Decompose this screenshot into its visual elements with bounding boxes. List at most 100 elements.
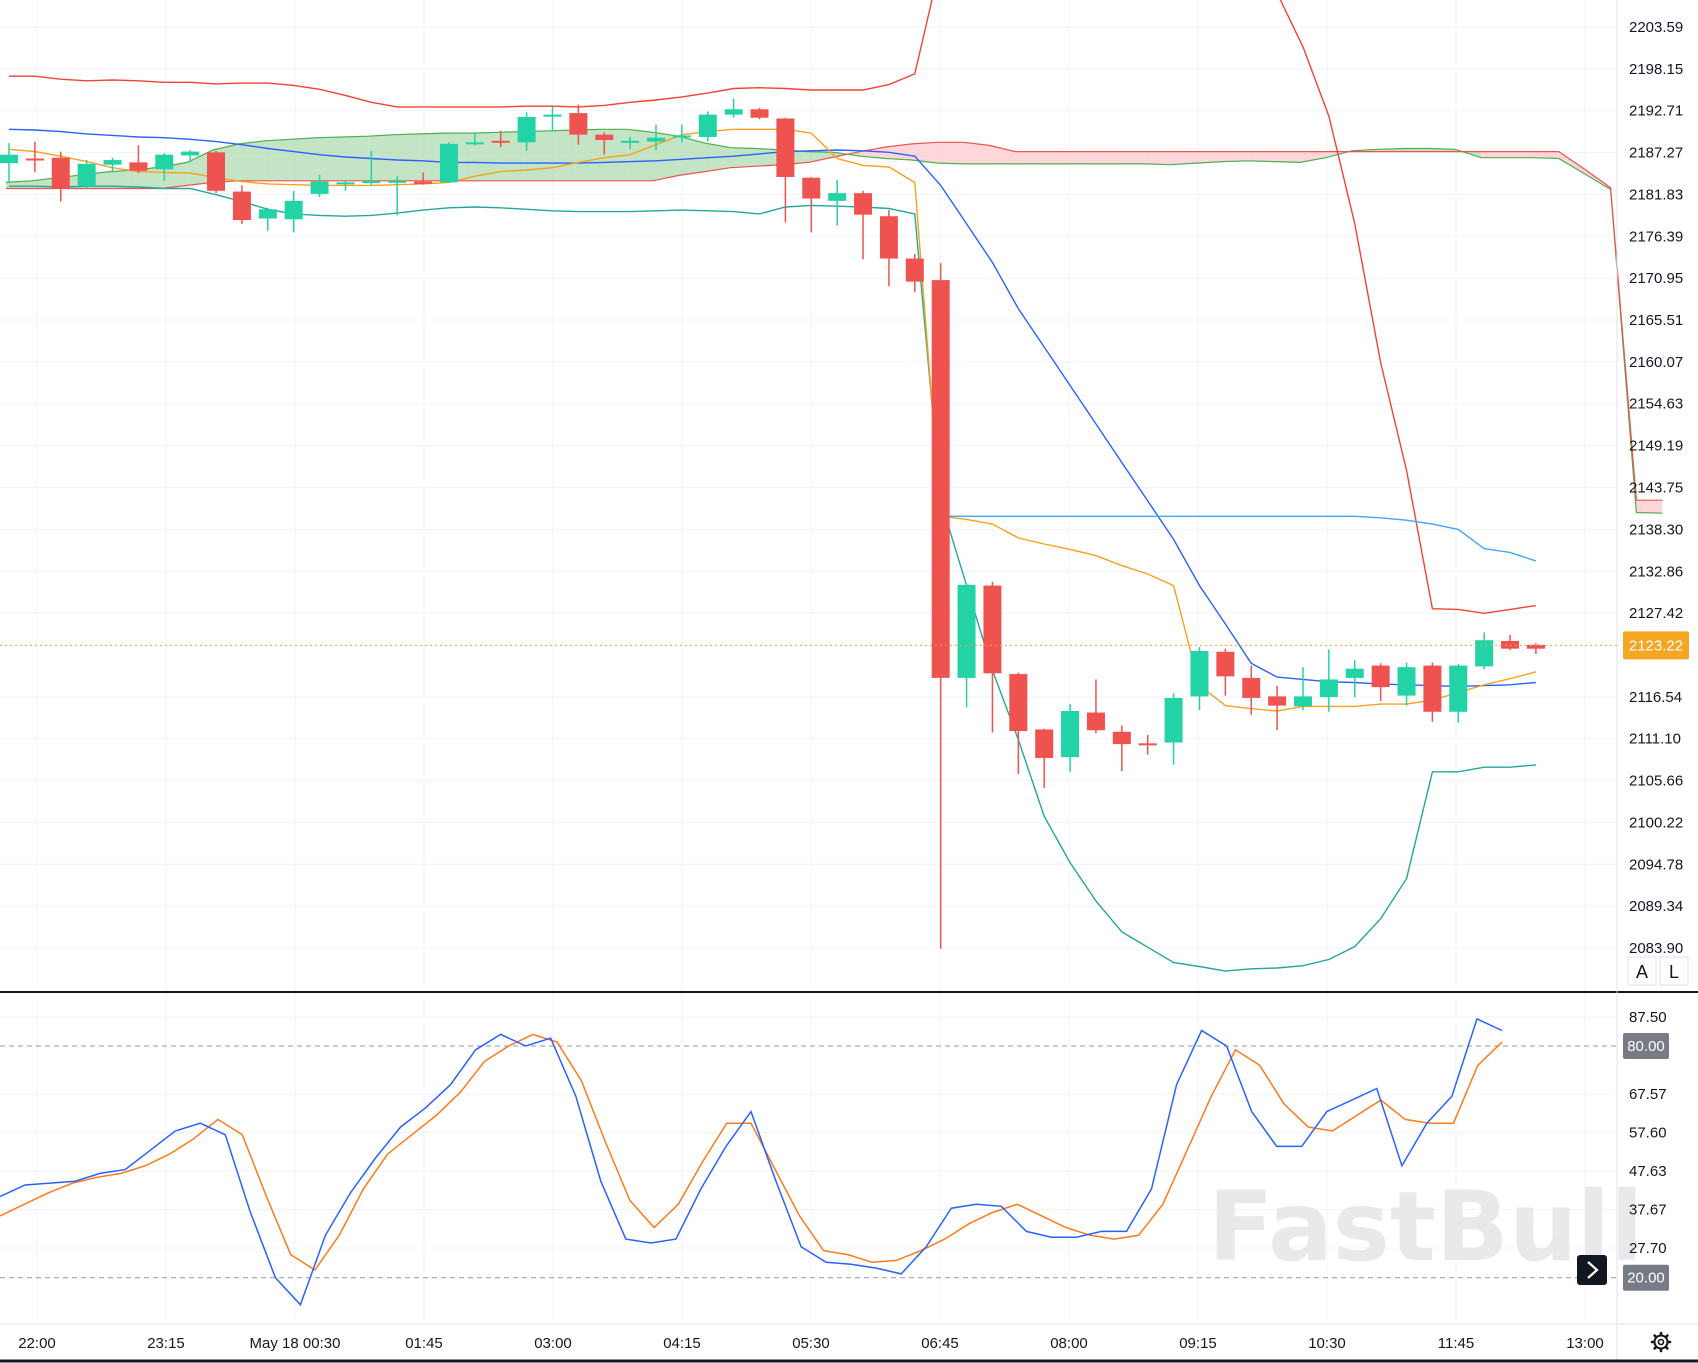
candle-bearish [1009,674,1028,732]
candle-bullish [1319,679,1338,698]
tenkan-line [8,128,1537,712]
cloud-segment [264,139,291,181]
auto-scale-button[interactable] [1627,956,1657,986]
watermark-text: FastBull [1208,1171,1643,1283]
candle-bearish [1526,644,1545,649]
price-tick-label: 2187.27 [1629,145,1683,162]
candle-bullish [1294,696,1312,707]
price-tick-label: 2192.71 [1629,103,1683,120]
price-tick-label: 2181.83 [1629,186,1683,203]
candle-bearish [1138,743,1157,746]
candle-bullish [698,114,717,137]
level-marker-label: 80.00 [1627,1038,1665,1055]
auto-scale-label: A [1636,962,1648,982]
level-marker [1623,1032,1669,1059]
candle-bullish [103,160,122,165]
cloud-segment [575,129,602,181]
candle-bearish [905,258,924,282]
cloud-segment [1144,151,1171,165]
cloud-span-b-line [6,141,1663,501]
oscillator-axis[interactable]: 87.50 67.57 57.60 47.63 37.67 27.70 [1629,1009,1667,1257]
time-tick-label: 06:45 [921,1335,959,1352]
candle-bearish [1268,696,1287,706]
candle-bearish [1086,712,1105,731]
candle-bearish [129,162,148,171]
price-tick-label: 2111.10 [1629,731,1681,748]
candle-bullish [1475,640,1494,667]
candle-bearish [1216,651,1235,677]
oscillator-level-markers: 80.00 20.00 [1623,1032,1669,1291]
candle-bearish [802,177,821,199]
log-scale-label: L [1669,962,1679,982]
candle-bullish [465,142,484,145]
stochastic-d-line [0,1033,1503,1272]
level-marker [1623,1264,1669,1291]
cloud-segment [109,170,136,189]
candle-bearish [491,140,510,143]
time-tick-label: 22:00 [18,1335,56,1352]
time-axis[interactable]: 22:00 23:15 May 18 00:30 01:45 03:00 04:15 05:… [18,1335,1604,1352]
candle-bullish [336,182,355,185]
cloud-segment [1222,151,1249,162]
cloud-segment [497,131,524,181]
cloud-segment [1092,151,1119,164]
candle-bearish [414,181,433,184]
time-tick-label: 11:45 [1438,1335,1474,1352]
candle-bullish [310,181,329,194]
cloud-segment [394,133,421,181]
candle-bullish [672,135,691,138]
time-tick-label: 05:30 [792,1335,830,1352]
grid-lines [0,0,1617,1324]
price-tick-label: 2203.59 [1629,19,1683,36]
candle-bearish [1112,731,1131,745]
chevron-right-icon[interactable] [1577,1255,1607,1285]
candle-bearish [51,157,70,189]
candle-bullish [621,140,640,143]
cloud-segment [471,132,498,181]
cloud-segment [860,146,886,159]
price-tick-label: 2170.95 [1629,270,1683,287]
candle-bullish [388,180,407,183]
price-axis[interactable]: 2203.59 2198.15 2192.71 2187.27 2181.83 2176.… [1629,19,1683,957]
current-price-label: 2123.22 [1629,637,1683,654]
time-tick-label: 01:45 [405,1335,443,1352]
gear-icon[interactable] [1650,1331,1672,1353]
price-tick-label: 2149.19 [1629,438,1683,455]
price-tick-label: 2089.34 [1629,898,1683,915]
cloud-segment [1015,151,1042,164]
cloud-segment [678,136,705,176]
oscillator-tick-label: 37.67 [1629,1201,1667,1218]
candle-bearish [931,280,950,678]
candle-bearish [232,191,251,221]
upper-band-line [9,0,1537,615]
candle-bullish [647,137,665,142]
price-tick-label: 2165.51 [1629,312,1683,329]
cloud-segment [730,147,757,168]
cloud-span-a-line [5,128,1663,514]
log-scale-button[interactable] [1659,956,1689,986]
candle-bearish [854,193,873,215]
candle-bullish [181,151,200,156]
candle-bearish [1423,665,1442,712]
cloud-segment [1558,151,1585,174]
price-tick-label: 2105.66 [1629,773,1683,790]
ichimoku-cloud [5,128,1663,514]
candle-bearish [595,134,614,141]
time-tick-label: 10:30 [1308,1335,1346,1352]
cloud-segment [1248,151,1275,162]
candle-bullish [1345,668,1364,678]
candle-bearish [25,158,44,161]
price-tick-label: 2154.63 [1629,396,1683,413]
time-tick-label: 13:00 [1566,1335,1604,1352]
candle-bullish [517,116,536,143]
cloud-segment [911,142,938,164]
candle-bullish [543,114,562,117]
candle-bullish [0,154,18,164]
price-tick-label: 2160.07 [1629,354,1683,371]
lower-band-line [9,185,1536,972]
candle-bearish [1371,665,1390,688]
time-tick-label: 23:15 [147,1335,185,1352]
oscillator-tick-label: 47.63 [1629,1163,1667,1180]
cloud-segment [1481,151,1508,158]
candle-bullish [284,200,303,220]
